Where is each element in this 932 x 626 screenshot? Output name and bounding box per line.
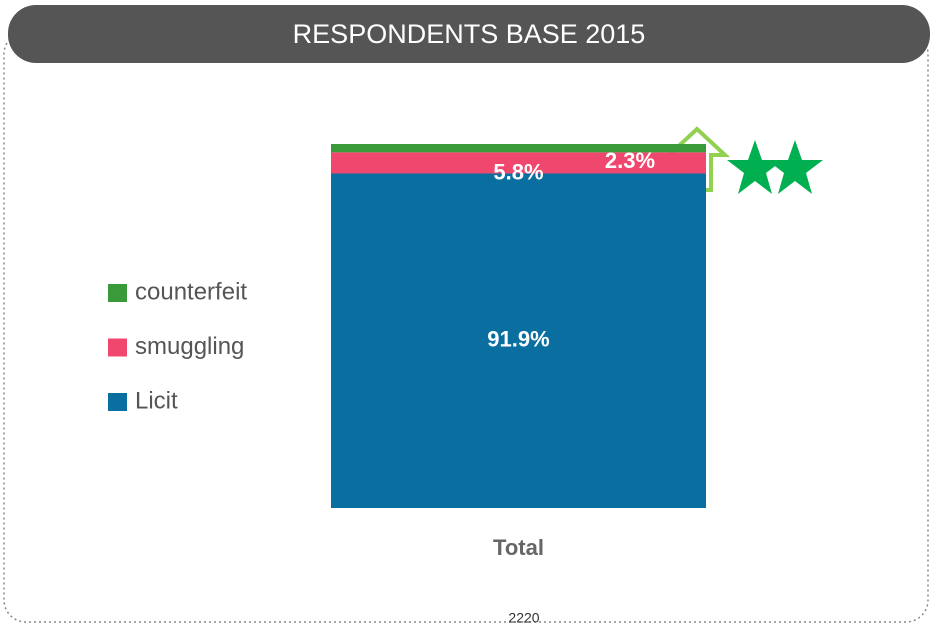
legend-label: counterfeit xyxy=(135,278,247,305)
bar-segment xyxy=(331,152,706,174)
legend-swatch xyxy=(108,393,127,411)
data-label: 5.8% xyxy=(493,159,543,184)
title-banner xyxy=(8,5,930,63)
legend-swatch xyxy=(108,338,127,357)
base-annotation: 2220 xyxy=(508,610,539,626)
legend-label: Licit xyxy=(135,387,178,414)
legend-label: smuggling xyxy=(135,333,244,360)
legend-swatch xyxy=(108,284,127,302)
star xyxy=(727,140,783,194)
x-tick-label: Total xyxy=(493,535,544,560)
data-label: 2.3% xyxy=(605,148,655,173)
bar-segment xyxy=(331,144,706,153)
star xyxy=(767,140,823,194)
bar-segment xyxy=(331,173,706,508)
data-label: 91.9% xyxy=(487,327,549,352)
chart-title: RESPONDENTS BASE 2015 xyxy=(293,19,646,49)
